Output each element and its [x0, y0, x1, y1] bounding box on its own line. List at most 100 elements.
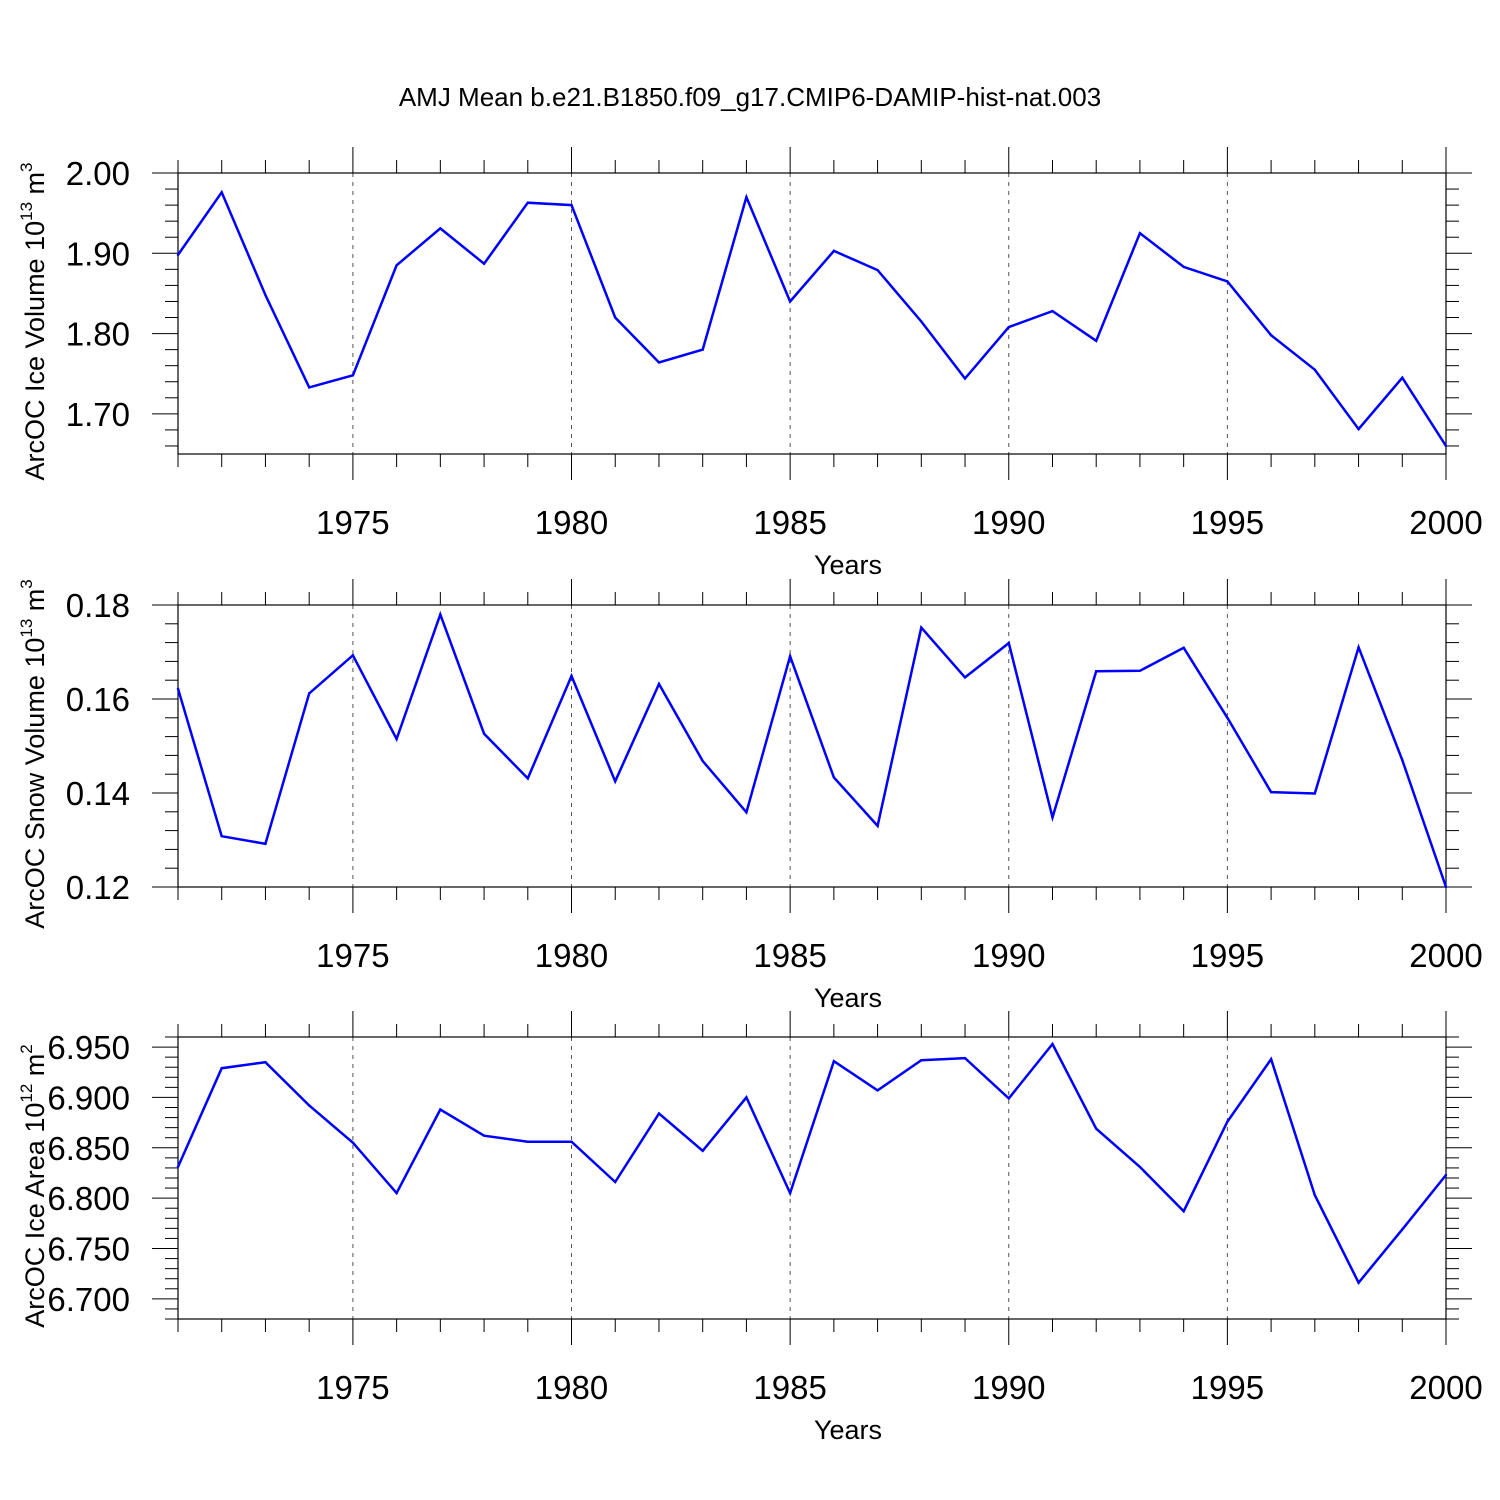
- y-tick-label: 6.950: [47, 1029, 130, 1066]
- chart-panel-1: 1975 1980 1985 1990 1995 2000 1.70 1.80 1.90 2.00…: [17, 147, 1483, 580]
- figure-title: AMJ Mean b.e21.B1850.f09_g17.CMIP6-DAMIP…: [399, 82, 1101, 112]
- x-tick-label: 1980: [535, 1369, 608, 1406]
- data-point: [1007, 1097, 1010, 1100]
- y-axis-label-exponent: 13: [17, 202, 36, 221]
- y-tick-label: 0.16: [66, 681, 130, 718]
- x-tick-label: 1985: [753, 1369, 826, 1406]
- y-tick-label: 1.90: [66, 235, 130, 272]
- data-point: [570, 1140, 573, 1143]
- y-axis-label-unit: m: [20, 1054, 50, 1084]
- y-tick-label: 6.850: [47, 1130, 130, 1167]
- data-point: [1357, 646, 1360, 649]
- data-point: [920, 1058, 923, 1062]
- x-tick-label: 1995: [1191, 504, 1264, 541]
- data-point: [832, 249, 836, 253]
- y-axis-label: ArcOC Ice Area 1012 m2: [17, 1044, 50, 1328]
- data-point: [351, 374, 355, 377]
- x-tick-label: 1985: [753, 937, 826, 974]
- data-point: [1444, 885, 1448, 889]
- data-point: [1444, 1173, 1448, 1177]
- data-point: [1138, 232, 1142, 235]
- data-point: [526, 1140, 529, 1143]
- data-point: [701, 1149, 704, 1153]
- data-point: [1444, 444, 1448, 448]
- data-point: [482, 1134, 486, 1137]
- data-point: [1313, 1193, 1317, 1197]
- data-point: [439, 1108, 442, 1111]
- data-point: [1357, 427, 1360, 431]
- y-axis-label: ArcOC Snow Volume 1013 m3: [17, 579, 50, 929]
- data-point: [264, 842, 267, 845]
- data-series-line: [176, 1041, 1447, 1285]
- data-point: [1095, 670, 1098, 673]
- data-point: [570, 674, 573, 678]
- data-point: [832, 1059, 836, 1063]
- x-tick-label: 1985: [753, 504, 826, 541]
- data-point: [1051, 1042, 1054, 1046]
- data-point: [701, 348, 704, 351]
- data-point: [963, 676, 967, 679]
- y-tick-label: 6.800: [47, 1180, 130, 1217]
- y-axis-label-unit-power: 3: [17, 579, 36, 588]
- data-point: [1313, 792, 1317, 795]
- data-point: [439, 227, 442, 230]
- data-point: [745, 1096, 748, 1099]
- data-point: [745, 195, 748, 199]
- data-point: [1401, 758, 1404, 762]
- chart-panel-2: 1975 1980 1985 1990 1995 2000 0.12 0.14 0.16 0.18…: [17, 579, 1483, 1013]
- data-point: [614, 1180, 617, 1184]
- y-axis-label-unit: m: [20, 589, 50, 619]
- data-point: [1269, 333, 1273, 337]
- data-point: [176, 253, 180, 257]
- data-point: [1226, 716, 1229, 719]
- data-point: [876, 824, 879, 828]
- data-point: [176, 1165, 180, 1169]
- y-tick-label: 6.700: [47, 1281, 130, 1318]
- data-point: [1182, 265, 1185, 269]
- x-tick-label: 2000: [1409, 504, 1482, 541]
- data-point: [307, 386, 311, 389]
- x-axis-label: Years: [814, 550, 882, 580]
- data-point: [220, 1067, 223, 1070]
- data-point: [920, 626, 923, 629]
- data-point: [1182, 646, 1185, 649]
- data-point: [614, 316, 617, 319]
- y-tick-label: 6.900: [47, 1079, 130, 1116]
- data-point: [1007, 325, 1010, 329]
- data-point: [176, 687, 180, 690]
- y-tick-label: 2.00: [66, 155, 130, 192]
- data-point: [1401, 376, 1404, 379]
- data-point: [876, 1089, 879, 1092]
- data-point: [963, 377, 967, 380]
- y-axis-label-exponent: 13: [17, 619, 36, 638]
- y-axis-label-unit: m: [20, 172, 50, 202]
- data-point: [395, 1191, 398, 1195]
- data-point: [657, 682, 661, 686]
- x-axis-label: Years: [814, 983, 882, 1013]
- data-point: [1182, 1210, 1185, 1213]
- data-point: [788, 1191, 792, 1195]
- data-point: [1095, 1127, 1098, 1130]
- y-tick-label: 6.750: [47, 1231, 130, 1268]
- data-point: [482, 732, 486, 735]
- x-tick-label: 1990: [972, 1369, 1045, 1406]
- data-series-line: [176, 610, 1448, 888]
- data-point: [614, 780, 617, 783]
- x-tick-label: 1975: [316, 1369, 389, 1406]
- x-tick-label: 1995: [1191, 1369, 1264, 1406]
- data-point: [526, 201, 529, 204]
- data-point: [745, 811, 748, 814]
- data-point: [482, 262, 486, 265]
- data-point: [526, 777, 529, 780]
- y-axis-label-text: ArcOC Ice Volume 10: [20, 221, 50, 481]
- y-axis-label-unit-power: 3: [17, 162, 36, 171]
- panels: 1975 1980 1985 1990 1995 2000 1.70 1.80 1.90 2.00…: [17, 147, 1483, 1445]
- x-tick-label: 1990: [972, 937, 1045, 974]
- data-point: [351, 1141, 355, 1144]
- y-tick-label: 1.80: [66, 316, 130, 353]
- x-tick-label: 1980: [535, 504, 608, 541]
- data-point: [788, 300, 792, 303]
- plot-frame: [177, 172, 1447, 455]
- data-point: [1401, 1228, 1404, 1231]
- data-point: [1313, 368, 1317, 371]
